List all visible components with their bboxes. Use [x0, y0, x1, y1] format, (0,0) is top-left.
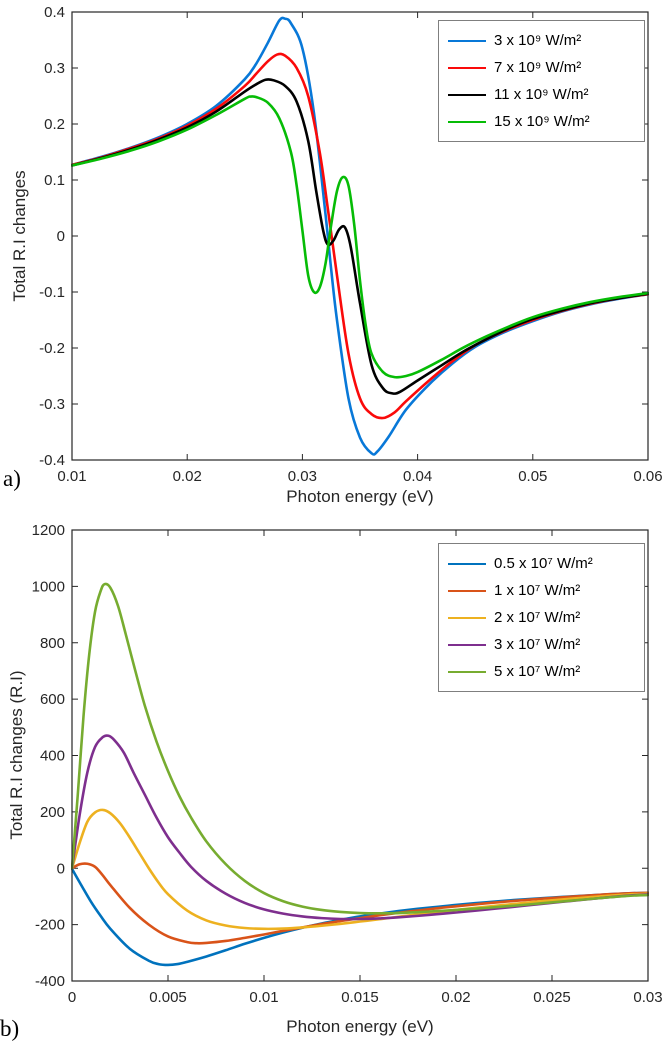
x-tick-label: 0.05	[518, 468, 547, 485]
legend-line-sample	[448, 670, 486, 673]
legend-label: 5 x 10⁷ W/m²	[494, 663, 581, 680]
legend-item: 3 x 10⁷ W/m²	[448, 631, 634, 658]
x-tick-label: 0.03	[288, 468, 317, 485]
y-tick-label: -0.3	[39, 396, 65, 413]
y-tick-label: 1200	[32, 522, 65, 539]
y-tick-label: 1000	[32, 578, 65, 595]
y-tick-label: 600	[40, 691, 65, 708]
legend-label: 15 x 10⁹ W/m²	[494, 113, 590, 130]
chart-b-plot: 0 0.005 0.01 0.015 0.02 0.025 0.03 -400 -200 0 200…	[32, 522, 663, 1006]
legend-item: 1 x 10⁷ W/m²	[448, 577, 634, 604]
legend-label: 0.5 x 10⁷ W/m²	[494, 555, 593, 572]
legend-label: 1 x 10⁷ W/m²	[494, 582, 581, 599]
x-tick-label: 0.025	[533, 989, 571, 1006]
legend-item: 5 x 10⁷ W/m²	[448, 658, 634, 685]
legend-line-sample	[448, 39, 486, 42]
figure-label-a: a)	[3, 466, 21, 491]
figure-label-b: b)	[0, 1016, 20, 1041]
series-line-1	[71, 862, 649, 945]
figure-a: 0.01 0.02 0.03 0.04 0.05 0.06 -0.4 -0.3 -0.2 -0.1…	[0, 0, 667, 515]
x-tick-label: 0.04	[403, 468, 432, 485]
legend-line-sample	[448, 93, 486, 96]
series-line-2	[71, 808, 649, 931]
x-axis-label-a: Photon energy (eV)	[286, 487, 434, 506]
series-line-4	[71, 582, 649, 915]
x-tick-label: 0.01	[57, 468, 86, 485]
y-tick-label: 200	[40, 804, 65, 821]
x-tick-label: 0.02	[173, 468, 202, 485]
x-tick-label: 0.02	[441, 989, 470, 1006]
y-tick-label: 0.3	[44, 60, 65, 77]
y-tick-label: -0.2	[39, 340, 65, 357]
legend-line-sample	[448, 562, 486, 565]
legend-line-sample	[448, 66, 486, 69]
x-tick-label: 0	[68, 989, 76, 1006]
legend-label: 3 x 10⁷ W/m²	[494, 636, 581, 653]
legend-label: 3 x 10⁹ W/m²	[494, 32, 582, 49]
legend-item: 11 x 10⁹ W/m²	[448, 81, 634, 108]
legend-line-sample	[448, 616, 486, 619]
legend-label: 2 x 10⁷ W/m²	[494, 609, 581, 626]
y-tick-label: 400	[40, 748, 65, 765]
y-tick-label: -200	[35, 917, 65, 934]
x-tick-label: 0.06	[633, 468, 662, 485]
chart-a-plot: 0.01 0.02 0.03 0.04 0.05 0.06 -0.4 -0.3 -0.2 -0.1…	[39, 4, 662, 485]
y-tick-label: -0.4	[39, 452, 65, 469]
legend-line-sample	[448, 643, 486, 646]
legend-item: 0.5 x 10⁷ W/m²	[448, 550, 634, 577]
y-axis-label-b: Total R.I changes (R.I)	[7, 670, 26, 840]
series-line-3	[71, 95, 649, 379]
y-tick-label: 0.1	[44, 172, 65, 189]
legend-line-sample	[448, 120, 486, 123]
y-tick-label: 0.4	[44, 4, 65, 21]
figure-b: 0 0.005 0.01 0.015 0.02 0.025 0.03 -400 -200 0 200…	[0, 515, 667, 1051]
legend-line-sample	[448, 589, 486, 592]
legend-item: 3 x 10⁹ W/m²	[448, 27, 634, 54]
legend-a: 3 x 10⁹ W/m² 7 x 10⁹ W/m² 11 x 10⁹ W/m² 15 …	[438, 20, 645, 142]
y-tick-label: 0	[57, 860, 65, 877]
legend-item: 15 x 10⁹ W/m²	[448, 108, 634, 135]
legend-b: 0.5 x 10⁷ W/m² 1 x 10⁷ W/m² 2 x 10⁷ W/m² 3 …	[438, 543, 645, 692]
legend-item: 7 x 10⁹ W/m²	[448, 54, 634, 81]
plot-box	[71, 11, 649, 461]
y-axis-label-a: Total R.I changes	[10, 170, 29, 302]
legend-label: 11 x 10⁹ W/m²	[494, 86, 589, 103]
y-tick-label: 0	[57, 228, 65, 245]
legend-item: 2 x 10⁷ W/m²	[448, 604, 634, 631]
y-tick-label: -400	[35, 973, 65, 990]
plot-box	[71, 529, 649, 982]
series-line-2	[71, 78, 649, 395]
series-line-3	[71, 734, 649, 921]
y-tick-label: -0.1	[39, 284, 65, 301]
x-axis-label-b: Photon energy (eV)	[286, 1017, 434, 1036]
x-tick-label: 0.015	[341, 989, 379, 1006]
legend-label: 7 x 10⁹ W/m²	[494, 59, 582, 76]
x-tick-label: 0.005	[149, 989, 187, 1006]
y-tick-label: 0.2	[44, 116, 65, 133]
y-tick-label: 800	[40, 635, 65, 652]
x-tick-label: 0.01	[249, 989, 278, 1006]
x-tick-label: 0.03	[633, 989, 662, 1006]
